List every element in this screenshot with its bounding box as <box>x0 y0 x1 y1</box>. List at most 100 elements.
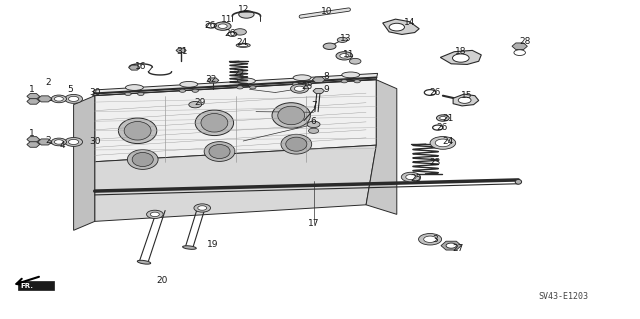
Polygon shape <box>441 241 461 250</box>
Polygon shape <box>207 78 219 83</box>
Ellipse shape <box>342 72 360 78</box>
Circle shape <box>189 101 202 108</box>
Polygon shape <box>95 80 376 162</box>
Text: 20: 20 <box>156 276 168 285</box>
Ellipse shape <box>209 145 230 159</box>
Circle shape <box>237 86 243 89</box>
Text: 30: 30 <box>89 88 100 97</box>
Polygon shape <box>383 19 419 34</box>
Circle shape <box>51 95 67 103</box>
Text: 22: 22 <box>233 69 244 78</box>
Polygon shape <box>38 139 52 145</box>
Circle shape <box>54 140 63 144</box>
Text: 30: 30 <box>89 137 100 146</box>
Polygon shape <box>512 43 527 49</box>
Polygon shape <box>453 94 479 106</box>
Text: 3: 3 <box>433 235 438 244</box>
Circle shape <box>54 97 63 101</box>
Text: 9: 9 <box>324 85 329 94</box>
Text: 13: 13 <box>340 34 351 43</box>
Text: 8: 8 <box>324 72 329 81</box>
Circle shape <box>194 204 211 212</box>
Text: 10: 10 <box>321 7 332 16</box>
Circle shape <box>436 115 449 121</box>
Polygon shape <box>129 65 140 70</box>
Text: FR.: FR. <box>20 283 33 288</box>
Ellipse shape <box>124 122 151 140</box>
Circle shape <box>68 139 79 145</box>
Polygon shape <box>18 281 54 290</box>
Text: 24: 24 <box>236 38 248 47</box>
Text: 14: 14 <box>404 18 415 27</box>
Circle shape <box>440 116 446 120</box>
Circle shape <box>435 139 451 147</box>
Circle shape <box>406 174 416 180</box>
Text: 19: 19 <box>207 240 219 249</box>
Text: 2: 2 <box>45 136 51 145</box>
Polygon shape <box>176 48 186 53</box>
Circle shape <box>458 97 471 103</box>
Ellipse shape <box>293 75 311 81</box>
Polygon shape <box>366 80 397 214</box>
Text: 26: 26 <box>204 21 216 30</box>
Circle shape <box>401 172 420 182</box>
Text: 29: 29 <box>194 98 205 107</box>
Ellipse shape <box>239 44 248 47</box>
Ellipse shape <box>125 85 143 90</box>
Ellipse shape <box>138 260 150 264</box>
Polygon shape <box>95 145 376 221</box>
Circle shape <box>294 86 305 91</box>
Ellipse shape <box>285 137 307 151</box>
Ellipse shape <box>201 114 228 132</box>
Circle shape <box>234 29 246 35</box>
Text: 28: 28 <box>519 37 531 46</box>
Text: 24: 24 <box>442 137 454 146</box>
Polygon shape <box>93 73 378 96</box>
Ellipse shape <box>515 179 522 184</box>
Circle shape <box>349 58 361 64</box>
Polygon shape <box>27 137 40 142</box>
Polygon shape <box>27 99 40 104</box>
Circle shape <box>308 128 319 133</box>
Ellipse shape <box>281 134 312 154</box>
Text: 31: 31 <box>177 47 188 56</box>
Text: 12: 12 <box>237 5 249 14</box>
Text: 25: 25 <box>410 174 422 183</box>
Circle shape <box>354 80 360 83</box>
Text: 32: 32 <box>205 75 217 84</box>
Text: 5: 5 <box>68 85 73 94</box>
Ellipse shape <box>127 150 158 169</box>
Circle shape <box>514 50 525 56</box>
Circle shape <box>341 80 348 83</box>
Text: 1: 1 <box>29 130 35 138</box>
Ellipse shape <box>132 152 154 167</box>
Circle shape <box>214 22 231 30</box>
Polygon shape <box>313 88 324 93</box>
Circle shape <box>192 89 198 92</box>
Circle shape <box>147 210 163 219</box>
Ellipse shape <box>278 106 305 125</box>
Polygon shape <box>27 93 40 99</box>
Circle shape <box>179 89 186 92</box>
Circle shape <box>65 94 83 103</box>
Circle shape <box>291 84 308 93</box>
Text: SV43-E1203: SV43-E1203 <box>539 293 589 301</box>
Circle shape <box>292 83 299 86</box>
Text: 26: 26 <box>225 29 236 38</box>
Text: 17: 17 <box>308 219 319 228</box>
Ellipse shape <box>182 246 196 249</box>
Circle shape <box>452 54 469 62</box>
Text: 1: 1 <box>29 85 35 94</box>
Circle shape <box>239 11 254 18</box>
Text: 26: 26 <box>436 123 447 132</box>
Circle shape <box>125 92 131 95</box>
Circle shape <box>51 138 67 146</box>
Text: 6: 6 <box>311 117 316 126</box>
Circle shape <box>419 234 442 245</box>
Text: 15: 15 <box>461 91 473 100</box>
Ellipse shape <box>272 103 310 128</box>
Circle shape <box>430 137 456 149</box>
Ellipse shape <box>195 110 234 136</box>
Text: 25: 25 <box>301 82 313 91</box>
Circle shape <box>250 86 256 89</box>
